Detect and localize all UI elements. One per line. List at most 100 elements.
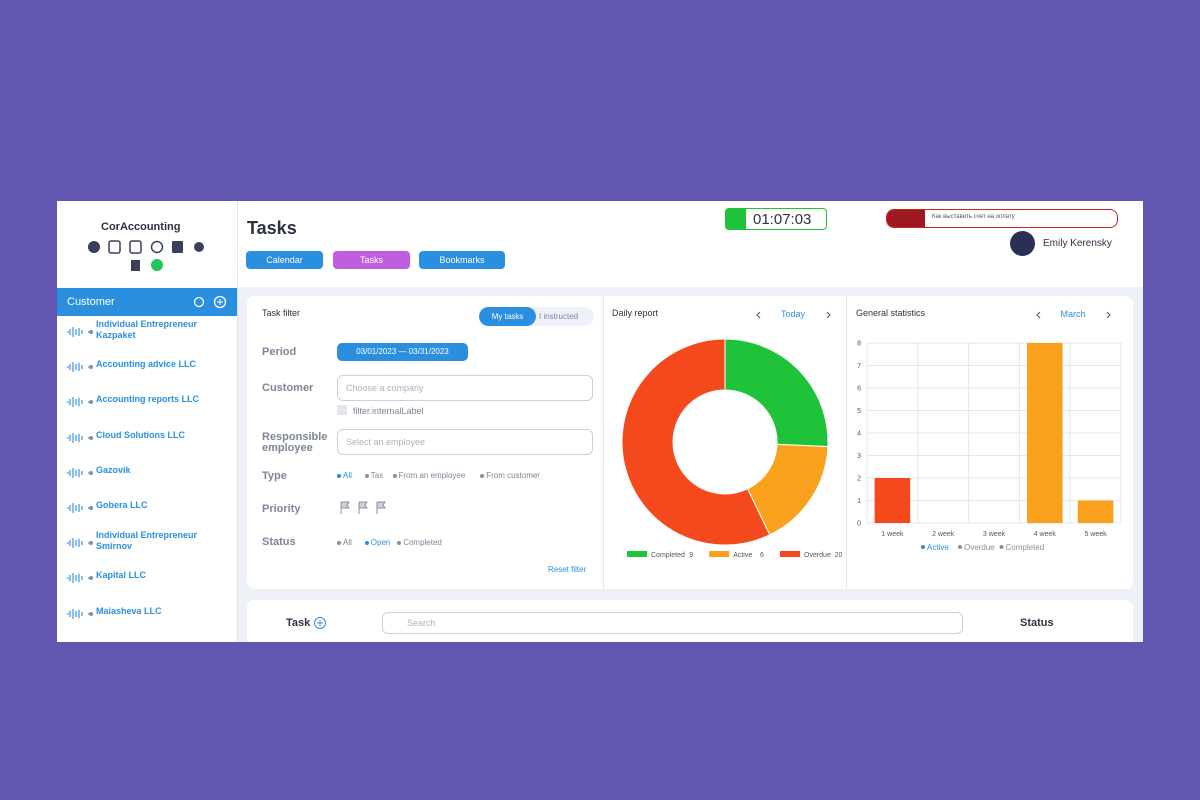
prev-arrow[interactable] <box>1036 311 1041 319</box>
legend-value: 9 <box>689 552 693 559</box>
wave-icon <box>67 503 89 513</box>
next-arrow[interactable] <box>1106 311 1111 319</box>
wave-icon <box>67 608 89 619</box>
checkbox[interactable] <box>337 405 347 415</box>
wave-icon <box>67 538 89 549</box>
priority-flags[interactable] <box>339 501 389 515</box>
filter-title: Task filter <box>262 308 301 318</box>
timer[interactable]: 01:07:03 <box>725 208 827 230</box>
customer-name[interactable]: Gobera LLC <box>96 500 148 510</box>
timer-text: 01:07:03 <box>753 211 812 228</box>
bookmarks-button[interactable]: Bookmarks <box>419 251 505 269</box>
dot <box>89 435 93 440</box>
legend-label[interactable]: Overdue <box>964 543 995 552</box>
x-tick-label: 5 week <box>1085 531 1108 538</box>
legend-label: Overdue <box>804 552 831 559</box>
help-search[interactable]: Как выставить счет на оплату <box>886 209 1118 228</box>
customer-name[interactable]: Accounting reports LLC <box>96 394 199 405</box>
legend-dot <box>999 545 1004 549</box>
bar[interactable] <box>1027 343 1063 523</box>
customer-select[interactable]: Choose a company <box>337 375 593 401</box>
y-tick-label: 3 <box>857 453 861 460</box>
y-tick-label: 6 <box>857 386 861 393</box>
wave-icon <box>67 362 89 373</box>
x-tick-label: 3 week <box>983 531 1006 538</box>
customer-name[interactable]: Cloud Solutions LLC <box>96 429 185 440</box>
filter-option[interactable]: All <box>343 538 352 547</box>
section-bar[interactable]: Customer <box>57 288 237 316</box>
legend-label[interactable]: Completed <box>1006 543 1045 552</box>
bar[interactable] <box>874 478 911 523</box>
period-value[interactable]: 03/01/2023 — 03/31/2023 <box>337 343 468 361</box>
dot <box>89 611 93 616</box>
customer-name[interactable]: Individual Entrepreneur Smirnov <box>96 530 198 552</box>
dot <box>89 506 93 510</box>
period-label[interactable]: March <box>1060 309 1085 319</box>
customer-name[interactable]: Individual Entrepreneur Kazpaket <box>96 319 198 340</box>
toggle-instructed[interactable]: I instructed <box>539 312 579 321</box>
user-name[interactable]: Emily Kerensky <box>1043 238 1112 249</box>
sidebar: CorAccounting Customer Individual Entrep… <box>57 201 238 642</box>
help-hint: Как выставить счет на оплату <box>932 214 1015 220</box>
internal-label: filter.internalLabel <box>353 406 424 416</box>
option-dot <box>480 474 485 478</box>
period-label[interactable]: Today <box>781 309 806 319</box>
y-tick-label: 2 <box>857 476 861 483</box>
y-tick-label: 1 <box>857 498 861 505</box>
dot <box>89 400 93 405</box>
customer-name[interactable]: Maiasheva LLC <box>96 605 162 616</box>
legend-value: 6 <box>760 552 764 559</box>
avatar[interactable] <box>1010 231 1035 256</box>
toggle[interactable]: My tasks I instructed <box>479 307 594 326</box>
y-tick-label: 8 <box>857 341 861 348</box>
employee-select[interactable]: Select an employee <box>337 429 593 455</box>
timer-play[interactable] <box>726 209 746 229</box>
option-dot <box>392 474 397 478</box>
chart-title: General statistics <box>856 308 926 318</box>
next-arrow[interactable] <box>826 311 831 319</box>
page-title: Tasks <box>247 218 297 238</box>
customer-icon <box>67 362 93 373</box>
filter-option[interactable]: Tax <box>370 471 384 480</box>
sidebar-icons <box>88 240 204 271</box>
header: Tasks Calendar Tasks Bookmarks 01:07:03 … <box>238 201 1143 287</box>
calendar-button[interactable]: Calendar <box>246 251 323 269</box>
brand[interactable]: CorAccounting <box>101 221 181 233</box>
filter-option[interactable]: From an employee <box>398 471 466 480</box>
y-tick-label: 7 <box>857 363 861 370</box>
task-table: Task Search Status <box>247 600 1133 642</box>
x-tick-label: 4 week <box>1034 531 1057 538</box>
legend-label[interactable]: Active <box>927 543 949 552</box>
wave-icon <box>67 432 89 443</box>
filter-option[interactable]: From customer <box>486 471 540 480</box>
status-label: Status <box>262 536 296 548</box>
customer-label: Customer <box>262 382 314 394</box>
tasks-button[interactable]: Tasks <box>333 251 410 269</box>
wave-icon <box>67 467 89 478</box>
customer-name[interactable]: Kapital LLC <box>96 570 147 581</box>
option-dot <box>337 474 341 478</box>
filter-option[interactable]: Completed <box>403 538 442 547</box>
customer-name[interactable]: Accounting advice LLC <box>96 359 197 370</box>
app-window: CorAccounting Customer Individual Entrep… <box>57 201 1143 642</box>
task-search[interactable]: Search <box>382 612 963 634</box>
filter-option[interactable]: Open <box>370 538 391 547</box>
dot <box>89 365 93 370</box>
x-tick-label: 2 week <box>932 531 955 538</box>
dot <box>89 470 93 475</box>
customer-name[interactable]: Gazovik <box>96 464 131 475</box>
legend-label: Completed <box>651 552 685 559</box>
reset-filter[interactable]: Reset filter <box>548 565 587 574</box>
prev-arrow[interactable] <box>756 311 761 319</box>
toggle-my[interactable]: My tasks <box>479 307 536 326</box>
add-task[interactable] <box>313 616 327 630</box>
task-header: Task <box>286 617 311 629</box>
divider <box>846 296 847 589</box>
bar[interactable] <box>1077 500 1114 524</box>
option-dot <box>364 474 369 478</box>
dashboard-card: Task filter My tasks I instructed Period… <box>247 296 1133 589</box>
filter-option[interactable]: All <box>343 471 352 480</box>
customer-icon <box>67 538 93 549</box>
option-dot <box>364 541 369 545</box>
